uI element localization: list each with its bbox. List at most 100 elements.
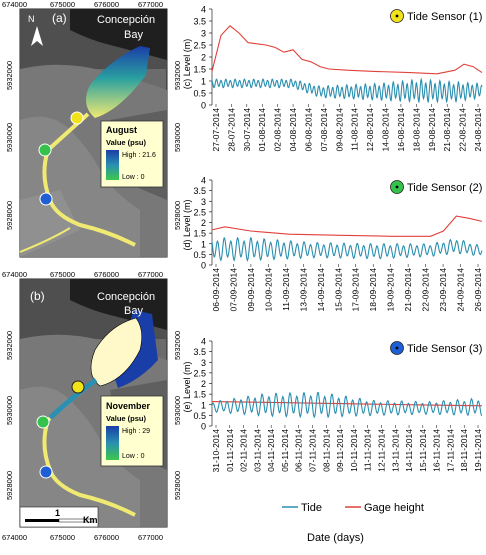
scale-bar-unit: Km (83, 515, 98, 525)
chart-1-ytick-label: 0.5 (193, 89, 206, 99)
chart-2-xtick-label: 26-09-2014 (473, 268, 483, 312)
chart-3-ytick-label: 0.5 (193, 411, 206, 421)
chart-1-ytick-label: 2.5 (193, 41, 206, 51)
chart-3-xtick-label: 18-11-2014 (459, 429, 469, 472)
map-b-xtick-1: 674000 (2, 270, 27, 279)
map-b-ytick-1: 5932000 (5, 331, 14, 360)
chart-3-xtick-label: 16-11-2014 (432, 429, 442, 472)
chart-2-series-tide (211, 236, 483, 262)
chart-1-ytick-label: 3 (201, 29, 206, 39)
chart-3-xtick-label: 31-10-2014 (211, 429, 221, 473)
map-b-panel-label: (b) (30, 289, 45, 303)
compass-label: N (28, 14, 35, 24)
map-b-place-line2: Bay (124, 305, 143, 317)
chart-3-ylabel: (e) Level (m) (182, 361, 192, 412)
chart-3-ytick-label: 1.5 (193, 390, 206, 400)
sensor-1-marker-a (70, 111, 84, 125)
map-a-ytick-right-2: 5930000 (173, 123, 182, 152)
chart-1-xtick-label: 16-08-2014 (396, 108, 406, 152)
chart-3-series-tide (211, 391, 483, 419)
chart-3-xtick-label: 04-11-2014 (266, 429, 276, 472)
series-legend: Tide Gage height (282, 502, 424, 514)
map-b: (b) Concepción Bay November Value (psu) … (2, 270, 182, 542)
chart-2-xtick-label: 19-09-2014 (386, 268, 396, 312)
chart-3-ytick-label: 2.5 (193, 368, 206, 378)
scale-bar-label: 1 (55, 508, 60, 518)
chart-1-ytick-label: 2 (201, 53, 206, 63)
chart-1-xtick-label: 04-08-2014 (288, 108, 298, 152)
map-a-legend-value: Value (psu) (106, 138, 147, 147)
chart-3-xtick-label: 10-11-2014 (349, 429, 359, 472)
chart-2-xtick-label: 22-09-2014 (421, 268, 431, 312)
chart-3-ytick-label: 3.5 (193, 347, 206, 357)
chart-2-xtick-label: 24-09-2014 (456, 268, 466, 312)
chart-2-ytick-label: 3.5 (193, 186, 206, 196)
map-b-xtick-bottom-3: 676000 (94, 533, 119, 542)
chart-1-xtick-label: 28-07-2014 (226, 108, 236, 152)
map-a-ytick-right-1: 5932000 (173, 61, 182, 90)
map-a-xtick-1: 674000 (2, 0, 27, 9)
chart-2-xtick-label: 06-09-2014 (211, 268, 221, 312)
map-b-xtick-bottom-4: 677000 (138, 533, 163, 542)
sensor-3-marker-a (39, 192, 53, 206)
chart-2-series-gage-height (211, 215, 483, 237)
chart-1-xtick-label: 22-08-2014 (458, 108, 468, 152)
chart-1-xtick-label: 01-08-2014 (257, 108, 267, 152)
chart-2-xtick-label: 13-09-2014 (298, 268, 308, 312)
chart-2-ytick-label: 3 (201, 197, 206, 207)
chart-3-ytick-label: 1 (201, 400, 206, 410)
map-a-xtick-2: 675000 (50, 0, 75, 9)
chart-3-xtick-label: 03-11-2014 (252, 429, 262, 472)
map-a-panel-label: (a) (52, 11, 67, 25)
map-b-legend: November Value (psu) High : 29 Low : 0 (100, 395, 164, 467)
map-b-xtick-bottom-1: 674000 (2, 533, 27, 542)
map-b-xtick-4: 677000 (138, 270, 163, 279)
legend-tide-label: Tide (301, 502, 322, 514)
chart-1-xtick-label: 19-08-2014 (427, 108, 437, 152)
chart-1-xtick-label: 27-07-2014 (211, 108, 221, 152)
chart-2-ytick-label: 1.5 (193, 229, 206, 239)
map-a-legend: August Value (psu) High : 21.6 Low : 0 (100, 120, 164, 188)
map-a-legend-high: High : 21.6 (122, 152, 156, 159)
chart-2-ylabel: (d) Level (m) (182, 199, 192, 250)
map-b-ytick-right-3: 5928000 (173, 471, 182, 500)
map-b-ytick-right-1: 5932000 (173, 331, 182, 360)
chart-3-xtick-label: 08-11-2014 (321, 429, 331, 472)
chart-1-ylabel: (c) Level (m) (182, 39, 192, 90)
map-a-legend-low: Low : 0 (122, 174, 145, 181)
chart-3-sensor-label: Tide Sensor (3) (407, 343, 482, 355)
chart-1-ytick-label: 4 (201, 5, 206, 15)
chart-1-xtick-label: 09-08-2014 (334, 108, 344, 152)
chart-3-xtick-label: 12-11-2014 (376, 429, 386, 472)
chart-1-xtick-label: 12-08-2014 (365, 108, 375, 152)
map-a-place-line1: Concepción (97, 14, 155, 26)
map-a: N (a) Concepción Bay August Value (psu) … (2, 0, 182, 258)
compass-rose: N (28, 14, 43, 46)
chart-1-xtick-label: 21-08-2014 (442, 108, 452, 152)
chart-2-xtick-label: 11-09-2014 (281, 268, 291, 311)
map-b-ytick-3: 5928000 (5, 471, 14, 500)
map-b-ytick-right-2: 5930000 (173, 396, 182, 425)
chart-2-ytick-label: 0 (201, 261, 206, 271)
chart-3-xtick-label: 02-11-2014 (239, 429, 249, 472)
map-a-xtick-4: 677000 (138, 0, 163, 9)
chart-3-xtick-label: 15-11-2014 (418, 429, 428, 472)
chart-2-xtick-label: 23-09-2014 (438, 268, 448, 312)
map-a-ytick-1: 5932000 (5, 61, 14, 90)
chart-2-xtick-label: 07-09-2014 (228, 268, 238, 312)
chart-1-xtick-label: 02-08-2014 (273, 108, 283, 152)
chart-2-xtick-label: 18-09-2014 (368, 268, 378, 312)
chart-2-xtick-label: 14-09-2014 (316, 268, 326, 312)
chart-3-xtick-label: 06-11-2014 (294, 429, 304, 472)
map-a-place-line2: Bay (124, 29, 143, 41)
chart-2-ytick-label: 2 (201, 218, 206, 228)
x-axis-label: Date (days) (307, 532, 364, 544)
chart-3-ytick-label: 2 (201, 379, 206, 389)
map-b-legend-high: High : 29 (122, 428, 150, 435)
chart-2-xtick-label: 15-09-2014 (333, 268, 343, 312)
chart-3-ytick-label: 3 (201, 358, 206, 368)
map-a-ytick-2: 5930000 (5, 123, 14, 152)
chart-1-series-gage-height (211, 25, 483, 75)
chart-2-xtick-label: 17-09-2014 (351, 268, 361, 312)
